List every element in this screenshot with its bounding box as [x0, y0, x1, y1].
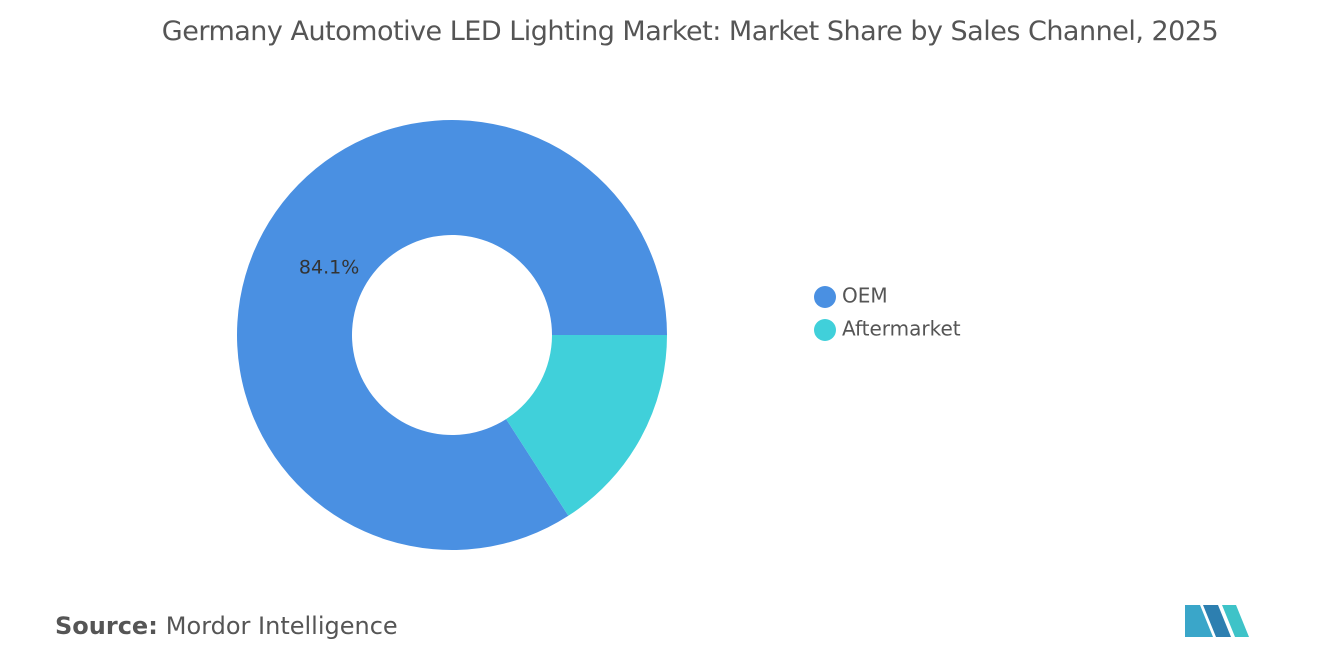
source-text: Mordor Intelligence — [165, 612, 398, 640]
donut-slice — [506, 335, 667, 516]
source: Source: Mordor Intelligence — [55, 612, 398, 640]
logo — [1185, 605, 1249, 637]
source-label: Source: — [55, 612, 158, 640]
data-label: 84.1% — [299, 256, 359, 278]
legend-marker — [814, 286, 836, 308]
donut-slice — [237, 119, 668, 550]
legend-label: OEM — [842, 284, 888, 308]
legend-marker — [814, 319, 836, 341]
chart-title: Germany Automotive LED Lighting Market: … — [161, 16, 1219, 47]
legend-label: Aftermarket — [842, 317, 961, 341]
